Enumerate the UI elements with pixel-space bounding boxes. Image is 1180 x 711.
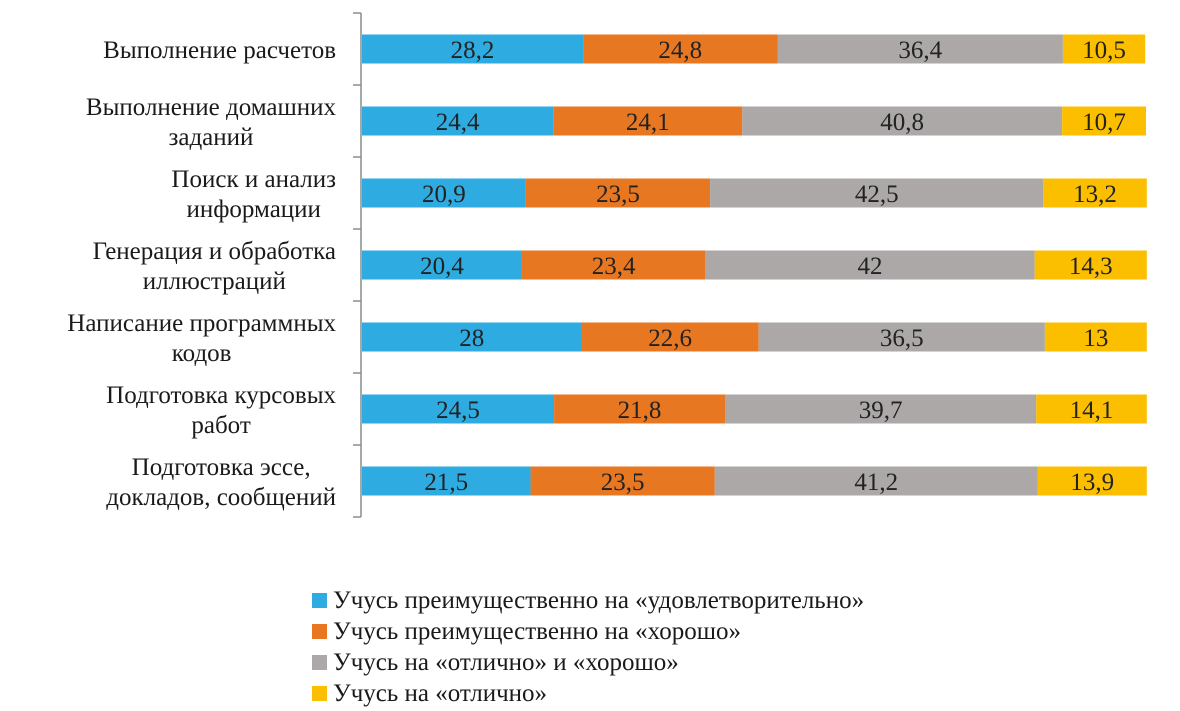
bar-segment	[710, 178, 1044, 208]
data-label: 13,2	[1073, 181, 1117, 208]
data-label: 14,3	[1069, 253, 1113, 280]
legend-item-good: Учусь преимущественно на «хорошо»	[312, 616, 864, 647]
bar-segment	[554, 394, 725, 424]
data-label: 10,5	[1082, 37, 1126, 64]
bar-segment	[714, 466, 1038, 496]
category-label: Генерация и обработка иллюстраций	[93, 238, 336, 295]
data-label: 42,5	[855, 181, 899, 208]
bar-segment	[362, 34, 584, 64]
legend-swatch	[312, 655, 327, 670]
data-label: 24,1	[626, 109, 670, 136]
bar-segment	[521, 250, 706, 280]
data-label: 36,4	[898, 37, 942, 64]
data-label: 40,8	[880, 109, 924, 136]
category-label: Подготовка эссе, докладов, сообщений	[106, 454, 336, 511]
data-label: 21,5	[424, 469, 468, 496]
bar-segment	[1044, 322, 1147, 352]
data-label: 24,8	[658, 37, 702, 64]
bar-segment	[553, 106, 743, 136]
data-label: 42	[858, 253, 883, 280]
data-label: 28,2	[451, 37, 495, 64]
data-label: 36,5	[880, 325, 924, 352]
bar-segment	[742, 106, 1063, 136]
bar-segment	[525, 178, 711, 208]
bar-segment	[758, 322, 1045, 352]
data-label: 24,4	[436, 109, 480, 136]
bar-segment	[724, 394, 1037, 424]
legend-label: Учусь преимущественно на «хорошо»	[333, 617, 741, 645]
data-label: 23,5	[601, 469, 645, 496]
bar-segment	[1034, 250, 1147, 280]
bars-group: 28,2 24,8 36,4 10,5 24,4 24,1 40,8 10,7 20,9 23,5…	[362, 34, 1147, 496]
legend-item-satisfactory: Учусь преимущественно на «удовлетворител…	[312, 585, 864, 616]
legend-swatch	[312, 624, 327, 639]
bar-segment	[1062, 34, 1146, 64]
category-label: Написание программных кодов	[67, 310, 336, 367]
data-label: 10,7	[1082, 109, 1126, 136]
data-label: 28	[459, 325, 484, 352]
category-label: Поиск и анализ информации	[171, 166, 336, 223]
data-label: 39,7	[859, 397, 903, 424]
bar-segment	[530, 466, 715, 496]
bar-segment	[362, 466, 531, 496]
bar-segment	[362, 106, 554, 136]
data-label: 13,9	[1070, 469, 1114, 496]
bar-segment	[362, 250, 522, 280]
data-label: 22,6	[648, 325, 692, 352]
legend-swatch	[312, 593, 327, 608]
data-label: 21,8	[618, 397, 662, 424]
legend-label: Учусь на «отлично» и «хорошо»	[333, 648, 679, 676]
bar-segment	[777, 34, 1063, 64]
data-label: 20,4	[420, 253, 464, 280]
legend-item-excellent-and-good: Учусь на «отлично» и «хорошо»	[312, 647, 864, 678]
data-label: 14,1	[1070, 397, 1114, 424]
bar-segment	[1037, 466, 1147, 496]
bar-segment	[583, 34, 778, 64]
bar-segment	[705, 250, 1035, 280]
data-label: 20,9	[422, 181, 466, 208]
legend: Учусь преимущественно на «удовлетворител…	[312, 585, 864, 709]
data-label: 13	[1083, 325, 1108, 352]
data-label: 23,4	[592, 253, 636, 280]
bar-segment	[362, 394, 555, 424]
data-label: 24,5	[436, 397, 480, 424]
bar-segment	[362, 178, 526, 208]
data-label: 23,5	[596, 181, 640, 208]
legend-swatch	[312, 686, 327, 701]
data-label: 41,2	[854, 469, 898, 496]
bar-segment	[1036, 394, 1147, 424]
category-labels: Выполнение расчетов Выполнение домашних за…	[67, 37, 336, 511]
legend-item-excellent: Учусь на «отлично»	[312, 678, 864, 709]
legend-label: Учусь преимущественно на «удовлетворител…	[333, 586, 865, 614]
category-label: Выполнение расчетов	[103, 37, 336, 64]
bar-segment	[1062, 106, 1146, 136]
bar-segment	[581, 322, 759, 352]
category-label: Подготовка курсовых работ	[106, 382, 336, 439]
bar-segment	[1043, 178, 1147, 208]
category-axis	[353, 12, 362, 518]
legend-label: Учусь на «отлично»	[333, 679, 548, 707]
bar-segment	[362, 322, 582, 352]
category-label: Выполнение домашних заданий	[86, 94, 337, 151]
